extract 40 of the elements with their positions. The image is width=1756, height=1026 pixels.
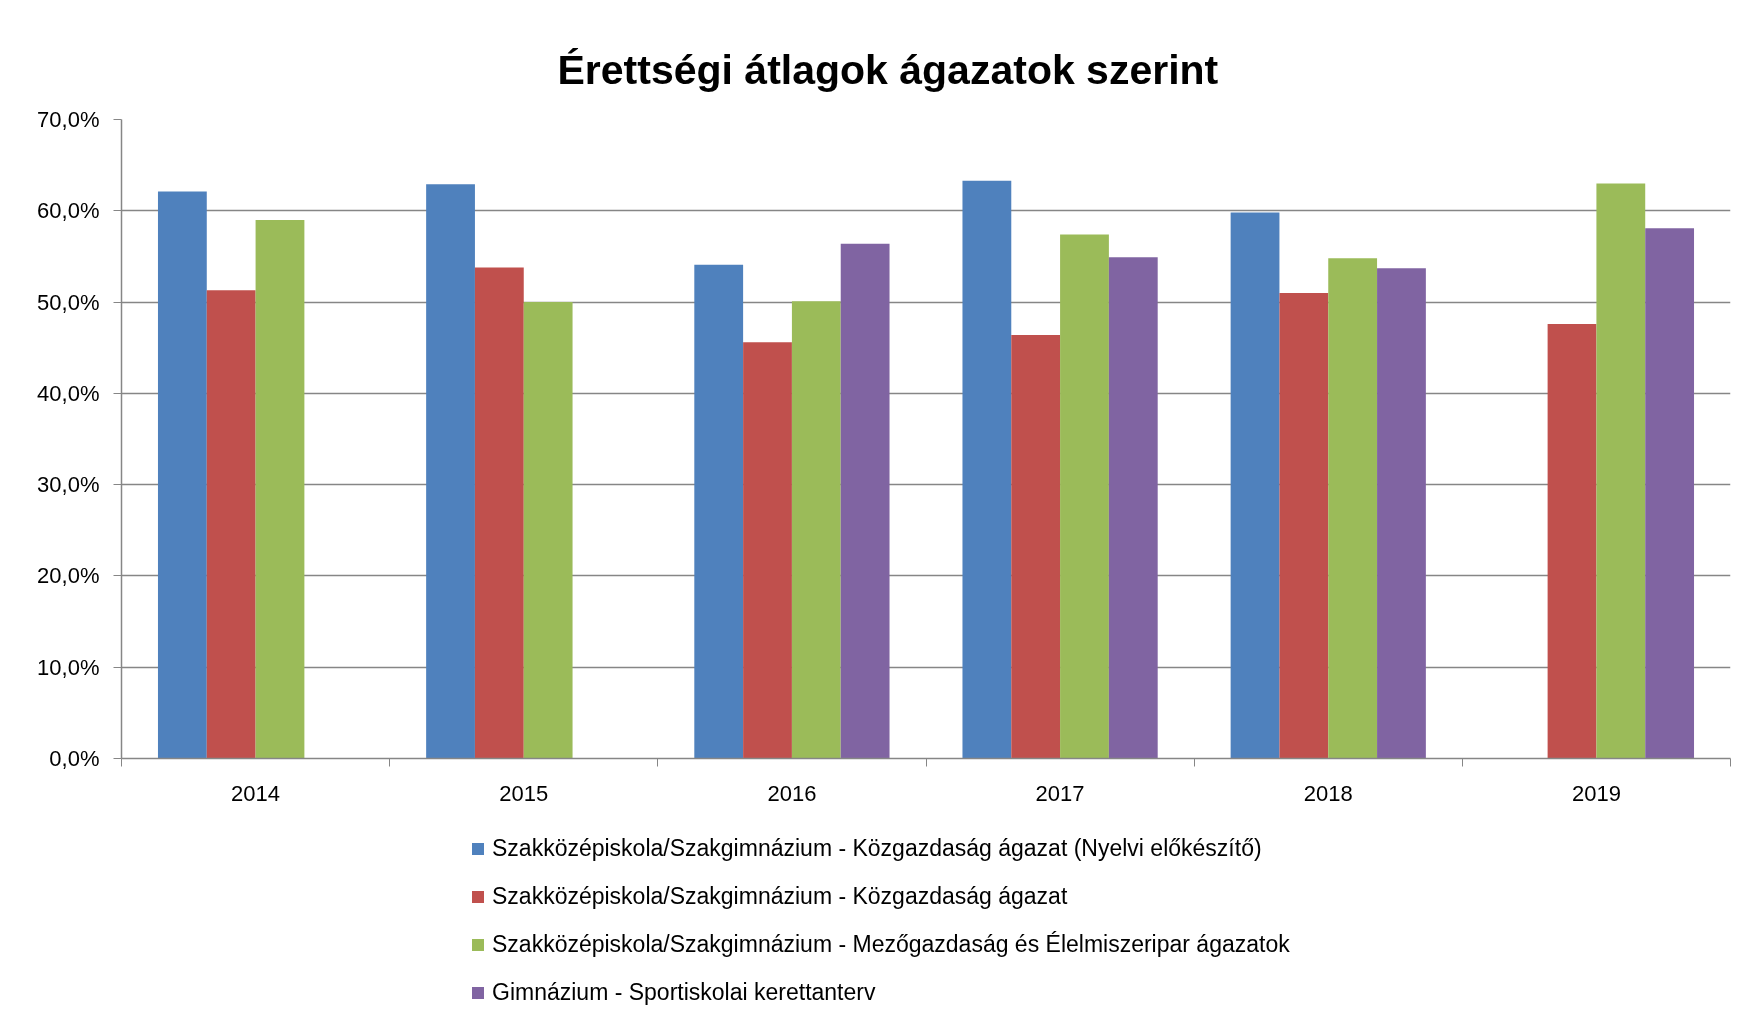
bar	[1060, 234, 1109, 759]
y-tick-label: 50,0%	[37, 289, 100, 315]
x-tick-label: 2015	[499, 780, 549, 806]
bar	[1108, 257, 1158, 759]
bar	[1230, 212, 1280, 759]
bar	[426, 184, 475, 759]
legend-label: Szakközépiskola/Szakgimnázium - Közgazdaság ágazat (Nyelvi előkészítő)	[492, 835, 1262, 862]
legend-label: Szakközépiskola/Szakgimnázium - Mezőgazdaság és Élelmiszeripar ágazatok	[492, 931, 1290, 958]
bar	[1011, 334, 1061, 759]
x-tick-label: 2016	[767, 780, 817, 806]
bar	[694, 264, 744, 759]
y-tick-label: 20,0%	[37, 563, 100, 589]
x-tick-label: 2018	[1303, 780, 1353, 806]
y-tick-label: 0,0%	[49, 746, 100, 771]
bar	[791, 301, 841, 759]
y-tick-label: 40,0%	[37, 380, 100, 406]
y-tick-label: 10,0%	[37, 654, 100, 680]
legend-label: Gimnázium - Sportiskolai kerettanterv	[492, 979, 876, 1006]
bar	[474, 267, 524, 759]
bar	[1596, 183, 1646, 759]
x-tick-label: 2017	[1035, 780, 1085, 806]
x-tick-label: 2019	[1571, 780, 1621, 806]
x-tick-label: 2014	[231, 780, 281, 806]
bar	[157, 191, 207, 759]
y-tick-label: 30,0%	[37, 472, 100, 498]
bar	[1328, 258, 1378, 759]
y-tick-label: 60,0%	[37, 198, 100, 224]
bar	[962, 180, 1012, 759]
bar	[1279, 292, 1329, 759]
bar	[743, 342, 792, 759]
y-tick-label: 70,0%	[37, 107, 100, 132]
bar	[840, 243, 890, 759]
chart-title: Érettségi átlagok ágazatok szerint	[557, 46, 1219, 93]
bar	[255, 219, 305, 759]
bar	[1547, 323, 1597, 759]
bar	[1377, 268, 1426, 759]
bar	[1645, 228, 1695, 759]
legend-label: Szakközépiskola/Szakgimnázium - Közgazdaság ágazat	[492, 883, 1068, 910]
bar	[523, 302, 573, 759]
bar	[206, 290, 256, 759]
